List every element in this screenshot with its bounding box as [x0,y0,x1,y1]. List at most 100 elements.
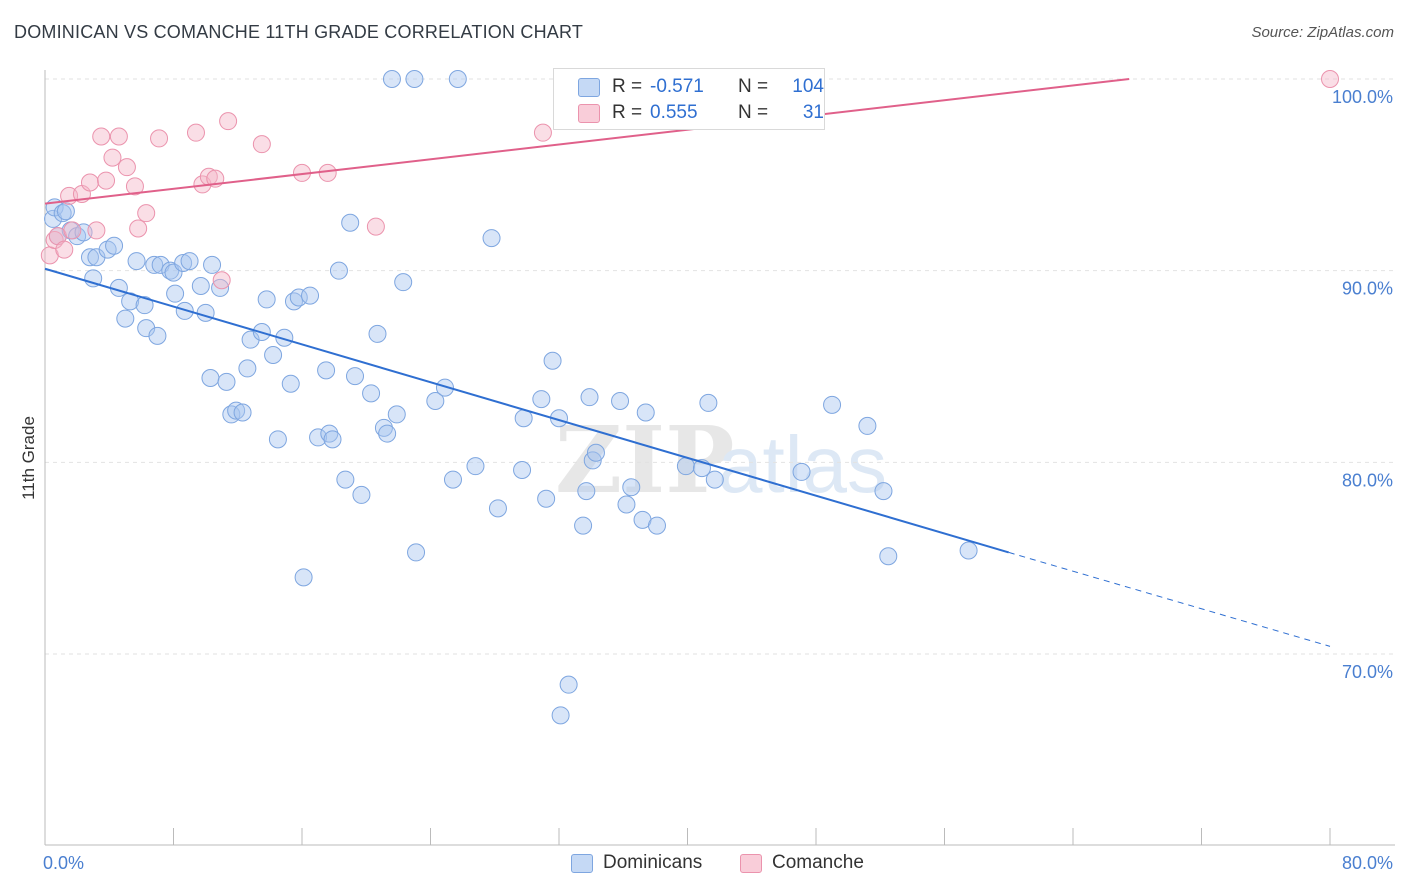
r-label: R = [612,102,643,123]
dominican-point [792,462,811,481]
dominican-point [394,273,413,292]
dominican-point [166,284,185,303]
comanche-point [92,127,111,146]
dominican-point [257,290,276,309]
comanche-point [318,163,337,182]
comanche-legend-swatch [740,854,762,873]
dominican-point [699,393,718,412]
comanche-point [129,219,148,238]
n-label: N = [738,76,769,97]
dominican-point [211,278,230,297]
dominican-point [387,405,406,424]
dominican-point [301,286,320,305]
correlation-legend: R = -0.571 N = 104 R = 0.555 N = 31 [553,68,825,130]
comanche-point [186,123,205,142]
dominican-point [874,482,893,501]
dominican-point [551,706,570,725]
dominican-point [577,482,596,501]
dominicans-trend-line [44,267,1010,554]
dominican-point [294,568,313,587]
dominican-point [513,461,532,479]
dominican-point [559,675,578,694]
y-axis-label: 11th Grade [19,416,38,500]
dominican-point [352,485,371,504]
dominican-point [574,516,593,535]
dominican-point [203,255,222,274]
dominican-point [858,416,877,435]
y-tick-label: 100.0% [1332,87,1393,107]
dominican-point [466,457,485,476]
dominican-point [374,418,393,437]
r-label: R = [612,76,643,97]
comanche-point [137,204,156,223]
dominican-point [323,430,342,449]
dominican-point [191,277,210,295]
dominican-point [676,457,695,476]
dominican-point [289,288,308,307]
dominican-point [105,236,124,255]
dominican-point [164,263,183,282]
dominican-point [145,255,164,274]
dominican-point [233,403,252,422]
dominican-point [201,369,220,387]
dominican-point [127,252,146,271]
comanche-point [97,171,116,190]
dominicans-legend-swatch [571,854,593,873]
dominican-point [275,328,294,347]
comanche-point [125,177,144,196]
dominican-point [580,388,599,407]
dominican-point [53,204,72,223]
dominican-point [879,547,898,566]
dominican-point [543,351,562,370]
dominican-point [532,390,551,409]
dominican-point [647,516,666,535]
n-label: N = [738,102,769,123]
dominican-point [382,70,401,88]
comanche-point [1321,70,1339,88]
dominican-point [135,296,154,315]
dominican-point [823,395,842,414]
dominican-point [148,326,167,345]
comanche-point [87,221,106,240]
dominican-point [636,403,655,422]
dominican-point [264,346,283,364]
comanche-point [150,129,169,148]
dominican-point [180,252,199,271]
dominican-point [336,470,355,489]
r-value: 0.555 [650,102,698,123]
dominican-point [341,213,360,232]
dominican-point [959,541,978,560]
dominican-point [617,495,636,514]
dominican-point [238,359,257,378]
y-tick-label: 90.0% [1342,279,1393,299]
dominican-point [227,401,246,420]
watermark: atlas [718,420,887,509]
dominican-point [329,261,348,280]
dominican-point [537,489,556,508]
n-value: 104 [792,76,824,97]
dominican-point [320,424,339,443]
chart-title: DOMINICAN VS COMANCHE 11TH GRADE CORRELA… [14,22,584,42]
comanche-point [103,148,122,167]
dominican-point [443,470,462,489]
comanche-point [63,221,82,240]
dominican-point [56,202,75,221]
x-tick-label: 80.0% [1342,853,1393,873]
r-value: -0.571 [650,76,704,97]
comanche-point [252,135,271,154]
comanche-legend-label: Comanche [772,852,864,873]
y-tick-label: 70.0% [1342,662,1393,682]
comanche-point [533,123,552,142]
comanche-trend-line [44,78,1130,205]
dominican-point [362,384,381,403]
comanche-point [366,217,385,236]
x-tick-label: 0.0% [43,853,84,873]
dominican-point [217,372,236,391]
comanche-point [109,127,128,146]
dominican-point [268,430,287,449]
dominican-point [281,374,300,393]
dominican-point [317,361,336,380]
comanche-swatch [578,104,600,123]
dominican-point [407,543,426,562]
